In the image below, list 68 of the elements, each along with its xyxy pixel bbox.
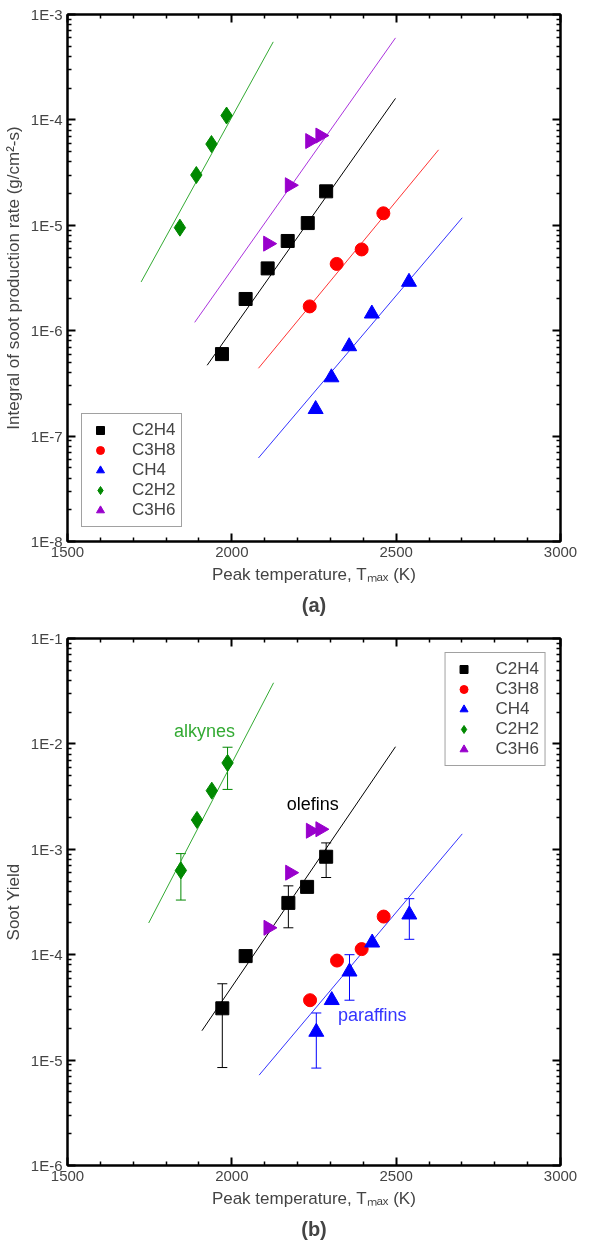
legend-label: CH4 bbox=[132, 460, 167, 480]
point bbox=[364, 933, 381, 948]
x-tick-label: 2000 bbox=[215, 1166, 249, 1184]
point bbox=[323, 991, 340, 1006]
point bbox=[319, 849, 334, 864]
y-tick-label: 1E-5 bbox=[30, 216, 63, 234]
point bbox=[308, 1022, 325, 1037]
point bbox=[376, 909, 391, 924]
series-label: paraffins bbox=[337, 1004, 407, 1025]
text: (a) bbox=[301, 593, 327, 616]
x-tick-label: 2500 bbox=[379, 542, 413, 560]
legend-label: C2H2 bbox=[132, 480, 176, 500]
point bbox=[215, 1001, 230, 1016]
point bbox=[260, 261, 275, 276]
legend-label: C3H8 bbox=[132, 440, 176, 460]
y-tick-label: 1E-2 bbox=[30, 735, 63, 753]
legend-label: CH4 bbox=[495, 699, 530, 719]
point bbox=[303, 993, 318, 1008]
legend-label: C2H2 bbox=[495, 719, 539, 739]
point bbox=[190, 810, 204, 829]
point bbox=[238, 291, 253, 306]
point bbox=[319, 184, 334, 199]
point bbox=[329, 256, 344, 271]
point bbox=[238, 949, 253, 964]
y-tick-label: 1E-1 bbox=[30, 630, 63, 647]
y-tick-label: 1E-5 bbox=[30, 1051, 63, 1069]
legend-label: C2H4 bbox=[495, 659, 539, 679]
point bbox=[354, 942, 369, 957]
legend-label: C3H6 bbox=[495, 739, 539, 759]
legend-label: C2H4 bbox=[132, 420, 176, 440]
point bbox=[401, 905, 418, 920]
y-axis-title: Integral of soot production rate (g/cm²-s) bbox=[3, 126, 23, 430]
y-tick-label: 1E-4 bbox=[30, 946, 63, 964]
point bbox=[400, 272, 417, 287]
point bbox=[323, 368, 340, 383]
text: (b) bbox=[301, 1217, 327, 1240]
y-tick-label: 1E-4 bbox=[30, 111, 63, 129]
point bbox=[173, 218, 187, 237]
point bbox=[363, 304, 380, 319]
legend-label: C3H6 bbox=[132, 500, 176, 520]
point bbox=[376, 206, 391, 221]
y-tick-label: 1E-7 bbox=[30, 427, 63, 445]
point bbox=[300, 216, 315, 231]
point bbox=[302, 299, 317, 314]
series-label: alkynes bbox=[174, 720, 236, 741]
x-axis-title: Peak temperature, Tₘₐₓ (K) bbox=[211, 564, 416, 584]
x-tick-label: 3000 bbox=[543, 1166, 578, 1184]
y-axis-title: Soot Yield bbox=[3, 863, 23, 941]
point bbox=[280, 233, 295, 248]
x-tick-label: 3000 bbox=[543, 542, 578, 560]
y-tick-label: 1E-3 bbox=[30, 6, 63, 23]
x-tick-label: 2500 bbox=[379, 1166, 413, 1184]
point bbox=[341, 337, 358, 352]
y-tick-label: 1E-3 bbox=[30, 840, 63, 858]
series-label: olefins bbox=[286, 793, 339, 814]
point bbox=[281, 895, 296, 910]
point bbox=[354, 242, 369, 257]
point bbox=[174, 861, 188, 880]
point bbox=[284, 177, 299, 194]
x-tick-label: 2000 bbox=[215, 542, 249, 560]
x-axis-title: Peak temperature, Tₘₐₓ (K) bbox=[211, 1188, 416, 1208]
point bbox=[307, 400, 324, 415]
legend-label: C3H8 bbox=[495, 679, 539, 699]
point bbox=[330, 953, 345, 968]
y-tick-label: 1E-6 bbox=[30, 322, 63, 340]
point bbox=[341, 962, 358, 977]
point bbox=[300, 879, 315, 894]
point bbox=[214, 347, 229, 362]
